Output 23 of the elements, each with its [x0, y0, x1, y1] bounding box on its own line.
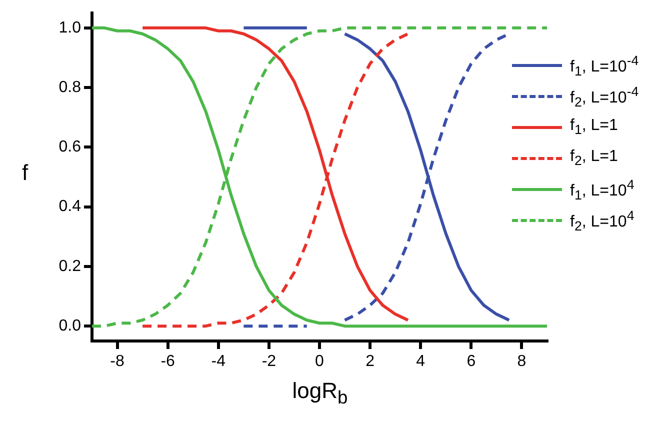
x-axis-title: logR$_{b}$ [291, 378, 349, 408]
legend-label: f$_{2}$, L=10$^{4}$ [570, 208, 634, 234]
x-tick-label: -6 [160, 353, 176, 370]
y-axis-title: f [22, 160, 28, 186]
x-tick-label: 6 [466, 353, 476, 370]
x-tick-label: 4 [416, 353, 426, 370]
y-tick-label: 0.8 [58, 78, 82, 96]
x-tick-label: 0 [315, 353, 324, 370]
y-tick-label: 0.6 [58, 138, 82, 156]
legend-label: f$_{1}$, L=10$^{-4}$ [570, 52, 639, 78]
legend-label: f$_{2}$, L=10$^{-4}$ [570, 84, 639, 110]
x-tick-label: -4 [211, 353, 226, 370]
x-tick-label: 8 [517, 353, 526, 370]
x-tick-label: 2 [366, 353, 375, 370]
x-tick-label: -8 [110, 353, 124, 370]
legend-label: f$_{2}$, L=1 [570, 148, 618, 169]
y-tick-label: 0.0 [58, 317, 82, 334]
x-tick-label: -2 [262, 353, 276, 370]
y-tick-label: 0.4 [58, 198, 82, 216]
y-tick-label: 0.2 [58, 258, 82, 275]
legend-label: f$_{1}$, L=1 [570, 117, 618, 138]
legend-label: f$_{1}$, L=10$^{4}$ [570, 176, 634, 202]
y-tick-label: 1.0 [58, 19, 82, 36]
